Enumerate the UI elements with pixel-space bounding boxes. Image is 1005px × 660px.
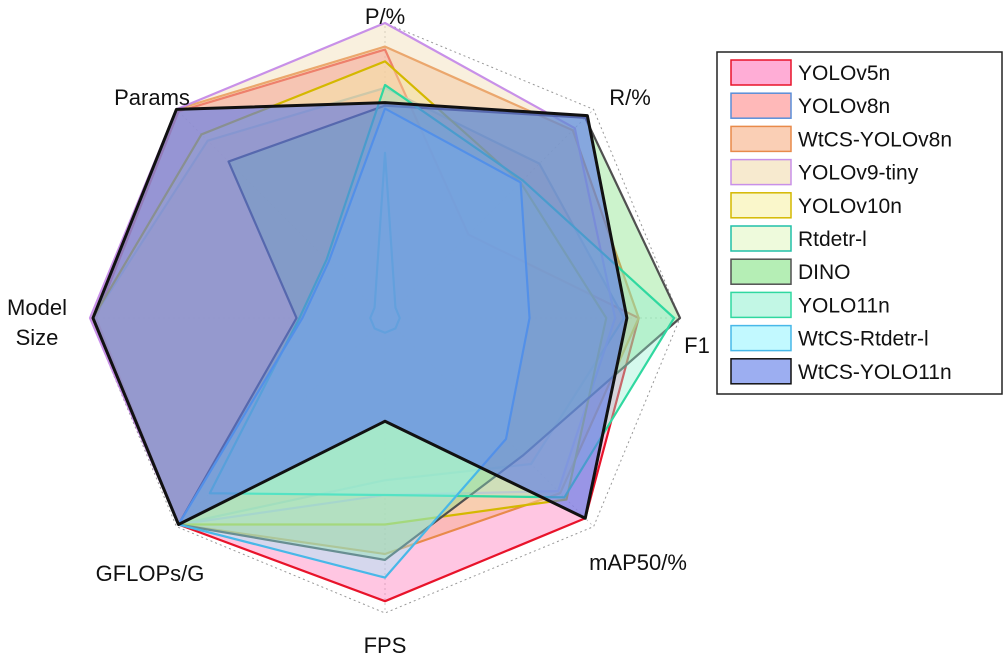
legend-item: WtCS-YOLO11n (730, 358, 952, 385)
axis-label-model-size: Model Size (7, 295, 67, 350)
legend-label: WtCS-YOLOv8n (798, 128, 952, 151)
legend-item: WtCS-YOLOv8n (730, 125, 952, 153)
legend-item: WtCS-Rtdetr-l (730, 324, 929, 352)
legend-item: YOLOv10n (730, 192, 902, 219)
legend-swatch (730, 59, 792, 86)
series-layer (88, 21, 682, 603)
legend-swatch (730, 125, 792, 153)
axis-label-params: Params (114, 85, 190, 110)
axis-label-f1: F1 (684, 333, 710, 358)
axis-labels: P/% R/% F1 mAP50/% FPS GFLOPs/G Model Size Param… (7, 4, 710, 658)
legend-label: YOLOv9-tiny (798, 162, 919, 185)
legend-swatch (730, 192, 792, 219)
legend-swatch (730, 158, 792, 186)
legend-swatch (730, 258, 792, 285)
legend-item: Rtdetr-l (730, 225, 867, 252)
legend-label: YOLOv5n (798, 62, 890, 85)
legend-item: DINO (730, 258, 851, 285)
legend-label: YOLOv10n (798, 195, 902, 218)
legend-item: YOLOv9-tiny (730, 158, 919, 186)
axis-label-fps: FPS (364, 633, 407, 658)
legend-item: YOLO11n (730, 291, 890, 319)
legend-item: YOLOv5n (730, 59, 890, 86)
legend-label: WtCS-Rtdetr-l (798, 328, 929, 351)
legend-items: YOLOv5n YOLOv8n WtCS-YOLOv8n YOLOv9-tiny YOL… (730, 59, 952, 385)
legend-swatch (730, 225, 792, 252)
legend-swatch (730, 324, 792, 352)
legend-swatch (730, 358, 792, 385)
legend-swatch (730, 92, 792, 119)
legend: YOLOv5n YOLOv8n WtCS-YOLOv8n YOLOv9-tiny YOL… (716, 51, 1003, 395)
axis-label-p-: P/% (365, 4, 405, 29)
legend-item: YOLOv8n (730, 92, 890, 119)
legend-swatch (730, 291, 792, 319)
legend-label: DINO (798, 261, 851, 284)
axis-label-r-: R/% (609, 85, 651, 110)
legend-label: YOLOv8n (798, 95, 890, 118)
series-wtcs-yolo11n (91, 101, 629, 527)
legend-label: YOLO11n (798, 294, 890, 317)
axis-label-map50-: mAP50/% (589, 550, 687, 575)
axis-label-gflops-g: GFLOPs/G (96, 561, 205, 586)
legend-label: WtCS-YOLO11n (798, 361, 952, 384)
legend-label: Rtdetr-l (798, 228, 867, 251)
